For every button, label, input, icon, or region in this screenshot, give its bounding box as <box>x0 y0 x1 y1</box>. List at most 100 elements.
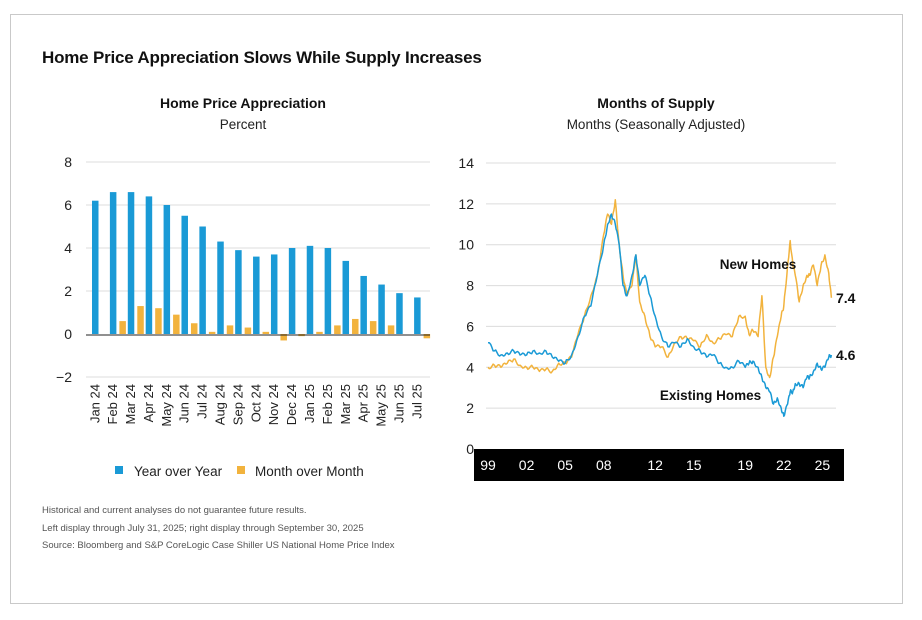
bar-mom <box>190 323 198 334</box>
bar-yoy <box>253 256 260 334</box>
bar-mom <box>119 321 126 334</box>
bar-mom <box>137 306 144 334</box>
left-x-tick-label: Oct 24 <box>248 384 263 422</box>
left-x-tick-label: Aug 24 <box>213 384 228 425</box>
left-y-axis: −2 0 2 4 6 8 <box>56 154 72 385</box>
page-title: Home Price Appreciation Slows While Supp… <box>42 48 482 67</box>
right-x-tick-label: 12 <box>647 457 663 473</box>
left-x-tick-label: Feb 24 <box>105 384 120 424</box>
right-y-tick-label: 6 <box>466 318 474 334</box>
right-y-tick-label: 12 <box>458 196 474 212</box>
left-y-tick-label: 2 <box>64 283 72 299</box>
right-y-tick-label: 14 <box>458 155 474 171</box>
bar-mom <box>352 318 359 334</box>
right-y-tick-label: 4 <box>466 359 474 375</box>
bar-yoy <box>217 241 224 334</box>
bar-mom <box>387 325 395 334</box>
left-x-tick-label: Mar 25 <box>338 384 353 424</box>
bar-yoy <box>199 226 206 334</box>
bar-yoy <box>181 215 188 334</box>
right-x-tick-label: 99 <box>480 457 496 473</box>
left-y-tick-label: 0 <box>64 326 72 342</box>
legend: Year over Year Month over Month <box>115 464 364 479</box>
right-x-tick-label: 22 <box>776 457 792 473</box>
months-of-supply-chart: Months of Supply Months (Seasonally Adju… <box>458 95 856 481</box>
right-y-axis: 0 2 4 6 8 10 12 14 <box>458 155 474 457</box>
left-y-tick-label: 4 <box>64 240 72 256</box>
legend-swatch-yoy <box>115 466 123 474</box>
left-chart-subtitle: Percent <box>220 117 267 132</box>
bar-yoy <box>270 254 278 334</box>
left-x-tick-label: Jun 24 <box>177 384 192 423</box>
right-x-tick-label: 08 <box>596 457 612 473</box>
right-x-tick-label: 15 <box>686 457 702 473</box>
bar-yoy <box>306 245 314 334</box>
bar-mom <box>155 308 162 334</box>
right-series-lines <box>487 199 833 418</box>
right-x-axis: 99 02 05 08 12 15 19 22 25 <box>480 457 830 473</box>
legend-swatch-mom <box>237 466 245 474</box>
bar-mom <box>334 325 341 334</box>
bar-mom <box>369 321 377 334</box>
footnote-display-range: Left display through July 31, 2025; righ… <box>42 522 364 534</box>
right-y-tick-label: 10 <box>458 237 474 253</box>
left-x-tick-label: Apr 25 <box>356 384 371 422</box>
bar-yoy <box>360 275 367 334</box>
end-label-new-homes: 7.4 <box>836 290 856 306</box>
right-x-tick-label: 05 <box>557 457 573 473</box>
left-x-tick-label: Jan 24 <box>87 384 102 423</box>
bar-yoy <box>127 192 135 334</box>
bar-mom <box>226 325 234 334</box>
left-x-tick-label: May 25 <box>374 384 389 427</box>
bar-yoy <box>414 297 421 334</box>
left-x-tick-label: Jul 24 <box>195 384 210 419</box>
right-chart-subtitle: Months (Seasonally Adjusted) <box>567 117 746 132</box>
line-existing-homes <box>488 213 833 418</box>
bar-yoy <box>109 192 117 334</box>
left-x-tick-label: May 24 <box>159 384 174 427</box>
footnotes: Historical and current analyses do not g… <box>42 502 395 555</box>
bar-mom <box>244 327 252 334</box>
bar-yoy <box>163 205 171 334</box>
left-x-tick-label: Dec 24 <box>284 384 299 425</box>
footnote-source: Source: Bloomberg and S&P CoreLogic Case… <box>42 540 395 551</box>
annotation-existing-homes: Existing Homes <box>660 388 761 403</box>
right-y-tick-label: 8 <box>466 278 474 294</box>
bar-yoy <box>235 250 242 334</box>
bar-mom <box>208 331 216 334</box>
left-x-tick-label: Jul 25 <box>409 384 424 419</box>
left-y-tick-label: 6 <box>64 197 72 213</box>
left-x-axis: Jan 24 Feb 24 Mar 24 Apr 24 May 24 Jun 24 Jul … <box>87 384 424 427</box>
bar-mom <box>173 314 180 334</box>
bar-yoy <box>288 248 296 334</box>
right-y-tick-label: 2 <box>466 400 474 416</box>
right-annotations: New Homes Existing Homes 7.4 4.6 <box>660 257 856 403</box>
annotation-new-homes: New Homes <box>720 257 797 272</box>
legend-label-yoy: Year over Year <box>134 464 223 479</box>
line-new-homes <box>487 199 833 379</box>
left-x-tick-label: Sep 24 <box>230 384 245 425</box>
bar-yoy <box>396 293 403 334</box>
bar-yoy <box>324 248 332 334</box>
right-gridlines <box>486 162 836 409</box>
right-chart-title: Months of Supply <box>597 95 715 111</box>
left-x-tick-label: Jan 25 <box>302 384 317 423</box>
footnote-disclaimer: Historical and current analyses do not g… <box>42 505 307 516</box>
end-label-existing-homes: 4.6 <box>836 347 856 363</box>
left-x-tick-label: Jun 25 <box>391 384 406 423</box>
left-x-tick-label: Mar 24 <box>123 384 138 424</box>
bar-yoy <box>378 284 385 334</box>
left-x-tick-label: Nov 24 <box>266 384 281 425</box>
right-x-axis-band <box>474 449 844 481</box>
left-chart-title: Home Price Appreciation <box>160 95 326 111</box>
left-gridlines <box>86 161 430 378</box>
home-price-appreciation-chart: Home Price Appreciation Percent −202468 … <box>56 95 431 479</box>
bar-yoy <box>92 200 99 334</box>
legend-label-mom: Month over Month <box>255 464 364 479</box>
right-x-tick-label: 25 <box>815 457 831 473</box>
left-bars <box>92 192 431 341</box>
bar-yoy <box>145 196 153 334</box>
left-x-tick-label: Feb 25 <box>320 384 335 424</box>
bar-mom <box>423 334 431 339</box>
left-y-tick-label: −2 <box>56 369 72 385</box>
